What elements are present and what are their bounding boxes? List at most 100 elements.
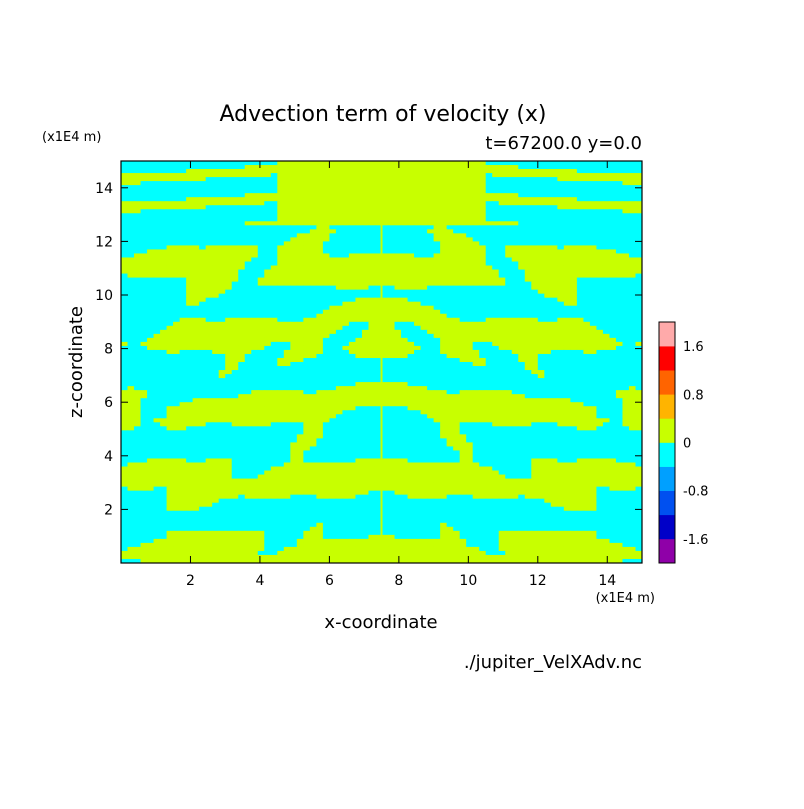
heatmap-cell [492,205,500,210]
heatmap-cell [329,273,337,279]
heatmap-cell [348,213,357,218]
heatmap-cell [322,201,330,206]
heatmap-cell [498,169,506,174]
heatmap-cell [238,317,246,323]
heatmap-cell [414,305,422,311]
heatmap-cell [472,402,480,407]
heatmap-cell [160,281,168,287]
heatmap-cell [140,390,148,395]
heatmap-cell [277,245,285,251]
heatmap-cell [342,221,350,226]
heatmap-cell [244,209,252,214]
heatmap-cell [472,273,480,279]
heatmap-cell [557,241,565,247]
heatmap-cell [238,305,246,311]
heatmap-cell [635,349,642,355]
heatmap-cell [420,277,428,283]
heatmap-cell [570,245,578,251]
heatmap-cell [361,209,370,214]
heatmap-cell [518,245,526,251]
heatmap-cell [485,177,493,182]
heatmap-cell [264,301,272,307]
heatmap-cell [433,309,441,315]
heatmap-cell [596,205,604,210]
heatmap-cell [238,313,246,319]
heatmap-cell [615,345,624,351]
heatmap-cell [635,257,642,263]
heatmap-cell [531,193,539,198]
heatmap-cell [290,337,298,343]
heatmap-cell [199,281,207,287]
heatmap-cell [329,229,337,234]
heatmap-cell [459,289,467,295]
heatmap-cell [264,205,272,210]
heatmap-cell [316,237,324,242]
heatmap-cell [153,269,161,275]
heatmap-cell [622,277,630,283]
heatmap-cell [127,201,135,206]
heatmap-cell [212,386,220,391]
heatmap-cell [557,213,565,218]
heatmap-cell [244,337,252,343]
heatmap-cell [290,370,298,375]
heatmap-cell [121,213,129,218]
heatmap-cell [270,406,278,411]
heatmap-cell [531,353,539,359]
heatmap-cell [427,402,435,407]
heatmap-cell [316,233,324,238]
heatmap-cell [407,233,415,238]
heatmap-cell [316,229,324,234]
heatmap-cell [453,245,461,251]
heatmap-cell [433,261,441,267]
heatmap-cell [225,265,233,271]
heatmap-cell [427,353,435,359]
heatmap-cell [251,233,259,238]
heatmap-cell [309,233,317,238]
heatmap-cell [615,341,624,347]
heatmap-cell [550,353,558,359]
heatmap-cell [414,406,422,411]
heatmap-cell [401,333,409,339]
heatmap-cell [290,193,298,198]
heatmap-cell [231,333,239,339]
heatmap-cell [505,249,513,255]
heatmap-cell [335,277,344,283]
heatmap-cell [166,205,174,210]
heatmap-cell [335,177,344,182]
heatmap-cell [596,317,604,323]
heatmap-cell [238,265,246,271]
heatmap-cell [212,165,220,170]
heatmap-cell [186,237,194,242]
heatmap-cell [505,293,513,299]
heatmap-cell [368,366,376,371]
heatmap-cell [453,349,461,355]
heatmap-cell [485,325,493,331]
heatmap-cell [322,317,330,323]
heatmap-cell [609,193,617,198]
heatmap-cell [563,353,571,359]
heatmap-cell [609,197,617,202]
heatmap-cell [355,297,363,303]
heatmap-cell [414,261,422,267]
heatmap-cell [492,285,500,291]
heatmap-cell [355,349,363,355]
heatmap-cell [153,233,161,238]
heatmap-cell [388,285,396,291]
heatmap-cell [505,181,513,186]
heatmap-cell [466,257,474,263]
heatmap-cell [147,378,155,383]
heatmap-cell [251,293,259,299]
heatmap-cell [355,221,363,226]
heatmap-cell [361,201,370,206]
heatmap-cell [179,217,187,222]
heatmap-cell [427,374,435,379]
heatmap-cell [615,253,624,259]
heatmap-cell [218,366,226,371]
heatmap-cell [303,410,311,415]
heatmap-cell [374,193,383,198]
heatmap-cell [199,277,207,283]
heatmap-cell [472,313,480,319]
heatmap-cell [251,305,259,311]
heatmap-cell [550,289,558,295]
heatmap-cell [446,333,454,339]
